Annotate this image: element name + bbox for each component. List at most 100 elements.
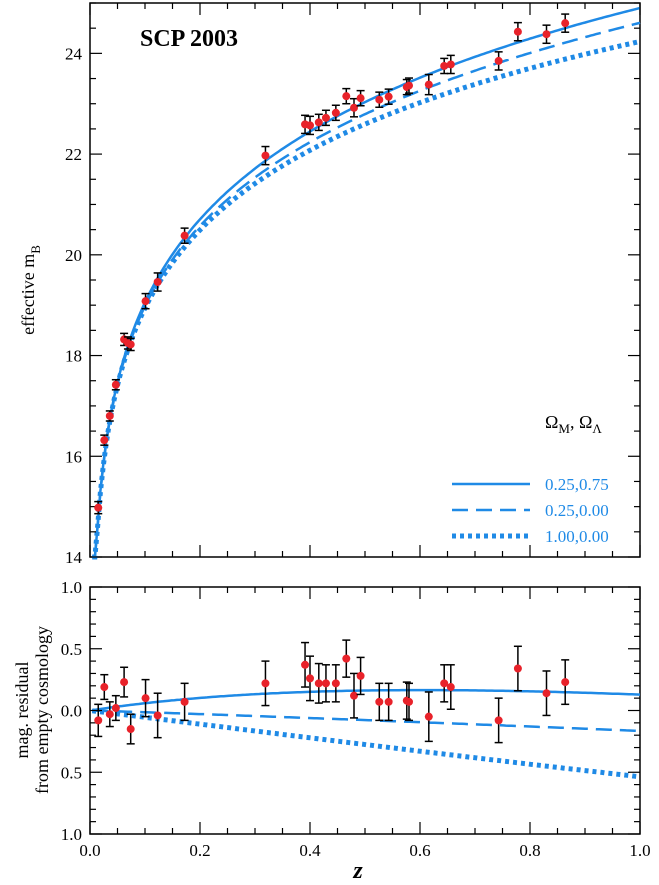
bottom-marker [261,679,270,688]
bottom-marker [375,697,384,706]
top-point [494,51,503,71]
bottom-ytick-label: 0.0 [61,702,82,721]
top-ytick-label: 18 [65,347,82,366]
legend-label-3: 1.00,0.00 [545,527,609,546]
top-point [350,97,358,118]
top-ylabel-sub: B [28,245,43,254]
top-marker [440,61,449,70]
top-marker [141,297,150,306]
bottom-point [261,660,270,707]
bottom-point [542,670,551,717]
bottom-marker [314,679,323,688]
top-ytick-label: 14 [65,548,83,567]
top-point [105,410,114,422]
bottom-point [120,666,129,698]
bottom-ytick-label: 0.5 [61,640,82,659]
top-marker [424,80,433,89]
bottom-point [446,664,455,711]
top-point [542,24,551,45]
top-ticks: 14 16 18 20 22 24 [65,2,641,567]
top-marker [105,411,114,420]
bottom-point [405,682,413,722]
bottom-data-points [94,639,570,745]
top-point [321,109,330,127]
bottom-point [342,639,351,678]
bottom-marker [331,679,340,688]
xtick-label: 1.0 [629,841,650,860]
bottom-marker [111,704,120,713]
top-point [141,292,150,310]
top-marker [180,231,189,240]
top-ytick-label: 20 [65,246,82,265]
bottom-marker [321,679,330,688]
top-data-points [94,13,570,515]
bottom-marker [350,691,358,700]
top-ylabel-main: effective m [18,254,38,335]
xtick-label: 0.4 [299,841,321,860]
bottom-ytick-label: 1.0 [61,578,82,597]
top-marker [100,436,109,445]
bottom-point [494,697,503,744]
bottom-marker [561,678,570,687]
top-point [375,91,384,109]
bottom-point [314,662,323,704]
top-point [424,73,433,96]
legend-header: ΩM, ΩΛ [545,412,602,436]
xtick-label: 0.2 [189,841,210,860]
legend-label-2: 0.25,0.00 [545,501,609,520]
bottom-point [375,682,384,722]
top-marker [314,118,323,127]
top-marker [342,92,351,101]
bottom-point [424,691,433,743]
bottom-point [111,694,120,722]
bottom-marker [494,716,503,725]
bottom-panel-frame [89,586,641,835]
xtick-label: 0.6 [409,841,430,860]
top-point [405,77,413,94]
bottom-point [384,682,393,722]
bottom-point [350,672,358,719]
top-marker [375,95,384,104]
bottom-point [153,692,162,739]
bottom-point [440,664,449,703]
bottom-point [100,673,109,701]
bottom-marker [513,664,522,673]
top-point [153,272,162,292]
top-marker [561,19,570,28]
bottom-marker [153,711,162,720]
bottom-point [126,713,135,745]
top-point [314,113,323,132]
bottom-curve-solid [92,688,641,712]
xtick-label: 0.8 [519,841,540,860]
top-marker [94,503,103,512]
top-marker [153,278,162,287]
bottom-marker [180,697,189,706]
bottom-marker [94,716,103,725]
top-marker [126,340,135,349]
xtick-label: 0.0 [79,841,100,860]
top-point [342,87,351,105]
top-marker [542,30,551,39]
top-ytick-label: 22 [65,145,82,164]
bottom-marker [446,683,455,692]
top-point [561,13,570,33]
bottom-ticks: 1.00.50.00.51.00.0 0.2 0.4 0.6 0.8 1.0 [61,578,651,860]
bottom-marker [306,674,314,683]
bottom-marker [405,697,413,706]
bottom-point [94,703,103,738]
bottom-ytick-label: 0.5 [61,763,82,782]
top-point [513,21,522,42]
top-point [261,145,270,166]
bottom-marker [126,725,135,734]
legend-label-1: 0.25,0.75 [545,475,609,494]
bottom-marker [424,712,433,721]
bottom-curve-dashed [92,709,641,733]
top-point [306,115,314,136]
top-point [331,104,340,122]
bottom-point [105,701,114,728]
bottom-ylabel-line2: from empty cosmology [32,626,52,794]
bottom-marker [440,679,449,688]
top-marker [111,380,120,389]
top-marker [513,27,522,36]
